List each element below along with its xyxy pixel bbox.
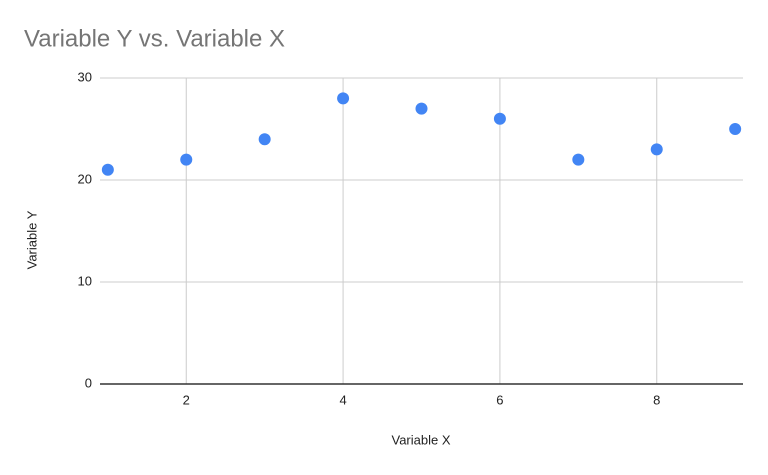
point [572,153,585,166]
x-tick-label: 2 [183,392,190,407]
y-tick-label: 30 [78,69,92,84]
point [493,112,506,125]
y-tick-label: 0 [85,375,92,390]
x-axis-label: Variable X [391,432,450,447]
y-axis-label: Variable Y [24,210,39,269]
x-tick-label: 4 [339,392,346,407]
x-tick-label: 8 [653,392,660,407]
point [258,133,271,146]
y-tick-label: 20 [78,171,92,186]
point [415,102,428,115]
point [337,92,350,105]
point [729,123,742,135]
chart-title: Variable Y vs. Variable X [24,25,285,52]
point [101,163,114,176]
y-tick-label: 10 [78,273,92,288]
point [650,143,663,156]
x-tick-label: 6 [496,392,503,407]
point [180,153,193,166]
